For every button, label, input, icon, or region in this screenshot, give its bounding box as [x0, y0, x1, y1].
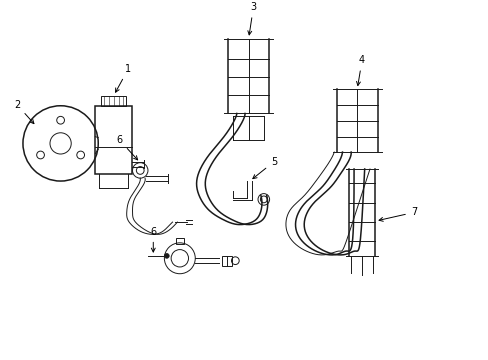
Bar	[101, 96, 126, 106]
Text: 5: 5	[252, 157, 277, 179]
Text: 6: 6	[116, 135, 137, 160]
Text: 2: 2	[14, 100, 34, 123]
Circle shape	[164, 253, 169, 258]
Text: 4: 4	[356, 55, 365, 86]
Text: 7: 7	[378, 207, 416, 221]
Bar	[95, 106, 131, 174]
Bar	[176, 238, 183, 244]
Text: 1: 1	[115, 64, 131, 92]
Text: 3: 3	[247, 2, 256, 35]
Bar	[222, 256, 232, 266]
Text: 6: 6	[150, 227, 156, 252]
